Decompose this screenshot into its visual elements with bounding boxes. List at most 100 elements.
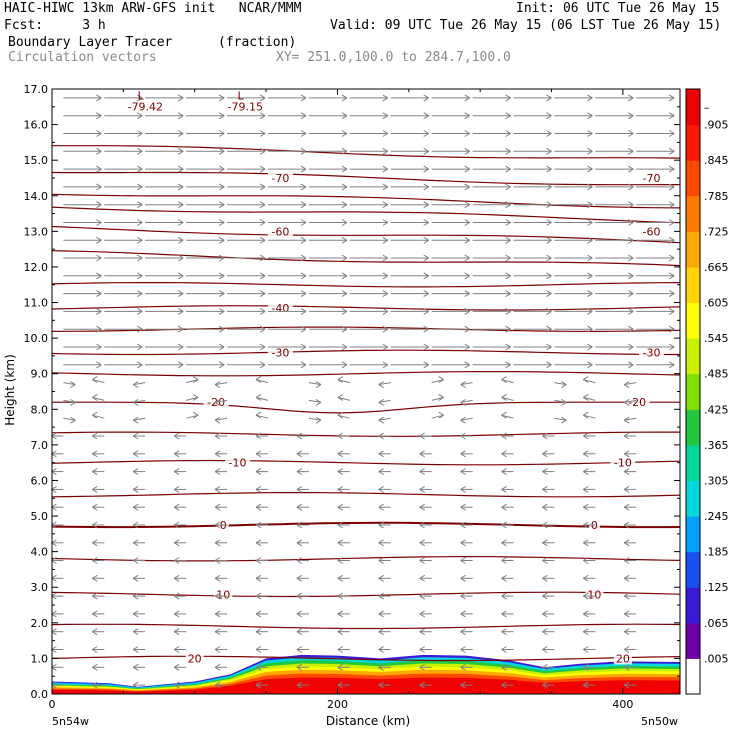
vector-arrowhead bbox=[546, 201, 552, 206]
vector-arrowhead bbox=[623, 384, 630, 389]
vector-arrowhead bbox=[192, 411, 199, 416]
vector-arrowhead bbox=[464, 293, 470, 298]
vector-arrowhead bbox=[542, 628, 548, 633]
vector-arrowhead bbox=[460, 506, 466, 511]
vector-arrowhead bbox=[501, 379, 507, 384]
y-axis-ticks: 0.0 1.0 2.0 3.0 4.0 5.0 6.0 7.0 8.0 9.0 10.0 11.0 12… bbox=[24, 83, 680, 701]
vector-arrowhead bbox=[501, 471, 507, 476]
y-tick-label: 14.0 bbox=[24, 190, 49, 203]
vector-arrowhead bbox=[583, 379, 589, 384]
vector-arrowhead bbox=[628, 325, 634, 330]
colorbar-swatch bbox=[686, 266, 700, 303]
vector-arrowhead bbox=[341, 94, 348, 99]
vector-arrowhead bbox=[464, 290, 470, 295]
vector-arrowhead bbox=[546, 222, 552, 226]
vector-arrowhead bbox=[501, 595, 507, 600]
vector-arrowhead bbox=[132, 610, 139, 615]
vector-arrowhead bbox=[96, 239, 102, 244]
vector-arrowhead bbox=[255, 379, 262, 384]
vector-arrowhead bbox=[177, 201, 184, 206]
vector-arrowhead bbox=[132, 381, 139, 386]
vector-arrow bbox=[554, 382, 567, 386]
vector-arrowhead bbox=[214, 592, 221, 597]
vector-arrowhead bbox=[341, 236, 348, 241]
vector-arrowhead bbox=[460, 401, 466, 406]
vector-arrowhead bbox=[214, 416, 221, 421]
vector-arrowhead bbox=[382, 257, 389, 262]
vector-arrowhead bbox=[460, 592, 466, 597]
vector-arrowhead bbox=[583, 613, 589, 618]
vector-arrowhead bbox=[255, 468, 262, 473]
y-axis-title: Height (km) bbox=[3, 354, 17, 425]
vector-arrowhead bbox=[137, 112, 143, 117]
vector-arrowhead bbox=[300, 290, 307, 295]
vector-arrowhead bbox=[668, 115, 675, 120]
vector-arrowhead bbox=[132, 649, 139, 653]
vector-arrowhead bbox=[173, 450, 180, 455]
vector-arrowhead bbox=[296, 666, 303, 671]
vector-arrowhead bbox=[341, 272, 348, 277]
vector-arrowhead bbox=[255, 628, 262, 633]
vector-arrowhead bbox=[382, 222, 389, 226]
vector-arrowhead bbox=[337, 628, 344, 633]
vector-arrow bbox=[255, 379, 269, 384]
vector-arrowhead bbox=[214, 398, 221, 403]
vector-arrowhead bbox=[337, 432, 344, 437]
vector-arrow bbox=[133, 382, 146, 386]
vector-arrowhead bbox=[214, 401, 221, 406]
vector-arrowhead bbox=[259, 150, 266, 155]
vector-arrowhead bbox=[92, 432, 98, 437]
vector-arrowhead bbox=[460, 503, 466, 508]
vector-arrowhead bbox=[546, 130, 552, 134]
vector-arrowhead bbox=[542, 577, 548, 582]
vector-arrowhead bbox=[505, 204, 511, 209]
vector-arrowhead bbox=[587, 272, 593, 277]
contour-label-0-1: 20 bbox=[616, 652, 630, 665]
vector-arrowhead bbox=[137, 201, 143, 206]
vector-arrow bbox=[501, 396, 514, 401]
vector-arrow bbox=[186, 379, 199, 384]
vector-arrowhead bbox=[214, 419, 221, 424]
vector-arrowhead bbox=[501, 450, 507, 455]
vector-arrowhead bbox=[214, 681, 221, 686]
vector-arrowhead bbox=[583, 471, 589, 476]
vector-arrowhead bbox=[255, 646, 262, 650]
vector-arrowhead bbox=[419, 453, 425, 458]
vector-arrowhead bbox=[423, 364, 429, 369]
vector-arrowhead bbox=[92, 631, 98, 636]
vector-arrowhead bbox=[628, 361, 634, 366]
vector-arrowhead bbox=[460, 485, 466, 490]
vector-arrowhead bbox=[300, 94, 307, 99]
vector-arrowhead bbox=[464, 272, 470, 277]
vector-arrowhead bbox=[337, 666, 344, 671]
vector-arrowhead bbox=[587, 290, 593, 295]
vector-arrowhead bbox=[296, 503, 303, 508]
vector-arrowhead bbox=[96, 219, 102, 223]
vector-arrowhead bbox=[419, 542, 425, 547]
vector-arrowhead bbox=[341, 97, 348, 102]
vector-arrowhead bbox=[583, 396, 589, 401]
vector-arrowhead bbox=[218, 204, 225, 209]
vector-arrowhead bbox=[668, 239, 675, 244]
vector-arrowhead bbox=[460, 416, 466, 421]
vector-arrowhead bbox=[464, 364, 470, 369]
vector-arrowhead bbox=[546, 343, 552, 348]
vector-arrowhead bbox=[218, 310, 225, 315]
vector-arrowhead bbox=[628, 147, 634, 152]
vector-arrowhead bbox=[542, 453, 548, 458]
minimum-markers: L-79.42L-79.15 bbox=[128, 90, 263, 114]
vector-arrowhead bbox=[300, 254, 307, 259]
vector-arrowhead bbox=[137, 275, 143, 280]
vector-arrowhead bbox=[583, 663, 589, 668]
vector-arrowhead bbox=[92, 414, 98, 419]
vector-arrowhead bbox=[501, 539, 507, 544]
vector-arrowhead bbox=[583, 414, 589, 419]
vector-arrowhead bbox=[96, 290, 102, 295]
vector-arrowhead bbox=[668, 364, 675, 369]
vector-arrowhead bbox=[623, 628, 630, 633]
vector-arrowhead bbox=[628, 97, 634, 102]
vector-arrowhead bbox=[173, 468, 180, 473]
vector-arrowhead bbox=[464, 328, 470, 333]
vector-arrowhead bbox=[460, 577, 466, 582]
vector-arrowhead bbox=[259, 275, 266, 280]
